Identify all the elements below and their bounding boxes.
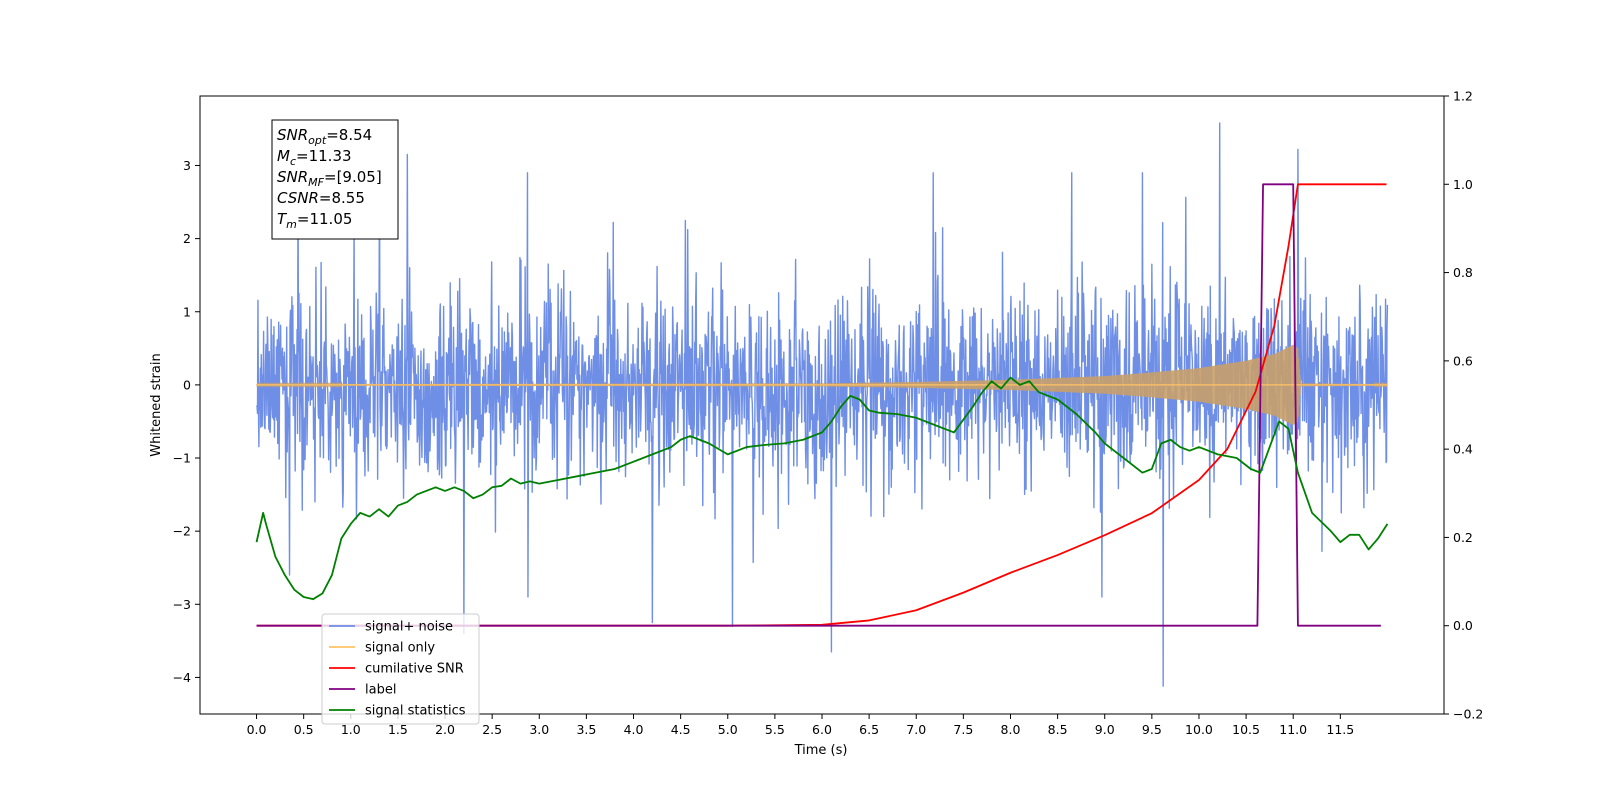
x-tick-label: 5.0 [718,722,738,737]
y-right-tick-label: 0.2 [1453,530,1473,545]
x-tick-label: 10.5 [1232,722,1260,737]
annotation-variable: SNR [277,126,308,144]
legend: signal+ noise signal only cumilative SNR la… [321,613,480,725]
annotation-line: Tm=11.05 [277,210,352,231]
annotation-value: =8.54 [326,126,372,144]
x-tick-label: 0.0 [247,722,267,737]
x-tick-label: 2.5 [482,722,502,737]
x-tick-label: 11.5 [1326,722,1354,737]
annotation-line: CSNR=8.55 [277,189,365,207]
annotation-frame [271,119,399,240]
x-tick-label: 2.0 [435,722,455,737]
x-tick-label: 5.5 [765,722,785,737]
legend-frame [321,613,480,725]
y-right-tick-label: −0.2 [1453,707,1483,722]
y-tick-label: 3 [183,158,191,173]
annotation-variable: M [277,147,290,165]
annotation-subscript: opt [308,134,327,147]
annotation-variable: T [277,210,288,228]
x-tick-label: 8.0 [1001,722,1021,737]
y-right-tick-label: 1.2 [1453,89,1473,104]
x-tick-label: 0.5 [294,722,314,737]
y-tick-label: 2 [183,231,191,246]
series-signal-statistics [255,376,1389,601]
y-right-tick-label: 0.6 [1453,353,1473,368]
y-tick-label: −2 [173,524,191,539]
y-tick-label: −3 [173,597,191,612]
x-tick-label: 1.0 [341,722,361,737]
x-tick-label: 7.5 [953,722,973,737]
x-tick-label: 6.0 [812,722,832,737]
y-right-tick-label: 0.4 [1453,442,1473,457]
x-tick-label: 3.0 [529,722,549,737]
x-tick-label: 1.5 [388,722,408,737]
y-axis-right: 1.2 1.0 0.8 0.6 0.4 0.2 0.0 −0.2 [1444,89,1483,722]
annotation-line: Mc=11.33 [277,147,352,168]
legend-label: signal statistics [365,704,466,719]
x-tick-label: 4.0 [624,722,644,737]
x-tick-label: 9.0 [1095,722,1115,737]
x-axis: 0.0 0.5 1.0 1.5 2.0 2.5 3.0 3.5 4.0 4.5 5.0 5.5 6.0 6… [247,714,1354,737]
y-right-tick-label: 0.8 [1453,265,1473,280]
y-tick-label: −1 [173,451,191,466]
x-axis-label: Time (s) [794,743,848,758]
annotation-line: SNRMF=[9.05] [277,168,382,189]
x-tick-label: 7.0 [906,722,926,737]
x-tick-label: 3.5 [576,722,596,737]
legend-label: label [365,683,396,698]
annotation-subscript: m [286,218,297,231]
legend-label: cumilative SNR [365,662,464,677]
legend-label: signal+ noise [365,620,453,635]
series-layer [255,122,1389,687]
annotation-subscript: c [290,155,296,168]
annotation-variable: SNR [277,168,308,186]
series-signal-noise [255,122,1389,687]
annotation-value: =8.55 [319,189,365,207]
y-axis-label: Whitened strain [149,353,164,456]
x-tick-label: 4.5 [671,722,691,737]
y-tick-label: 1 [183,304,191,319]
series-cumulative-snr [256,183,1387,627]
legend-label: signal only [365,641,435,656]
x-tick-label: 8.5 [1048,722,1068,737]
x-tick-label: 10.0 [1185,722,1213,737]
annotation-value: =[9.05] [324,168,382,186]
y-tick-label: −4 [173,670,191,685]
annotation-line: SNRopt=8.54 [277,126,372,147]
x-tick-label: 11.0 [1279,722,1307,737]
series-label [256,183,1381,627]
annotation-value: =11.05 [297,210,353,228]
stats-annotation-box: SNRopt=8.54Mc=11.33SNRMF=[9.05]CSNR=8.55… [271,119,399,240]
annotation-subscript: MF [308,176,324,189]
annotation-value: =11.33 [296,147,352,165]
y-right-tick-label: 0.0 [1453,618,1473,633]
x-tick-label: 9.5 [1142,722,1162,737]
y-axis-left: 3 2 1 0 −1 −2 −3 −4 [173,158,200,685]
x-tick-label: 6.5 [859,722,879,737]
annotation-variable: CSNR [277,189,319,207]
y-right-tick-label: 1.0 [1453,177,1473,192]
y-tick-label: 0 [183,377,191,392]
